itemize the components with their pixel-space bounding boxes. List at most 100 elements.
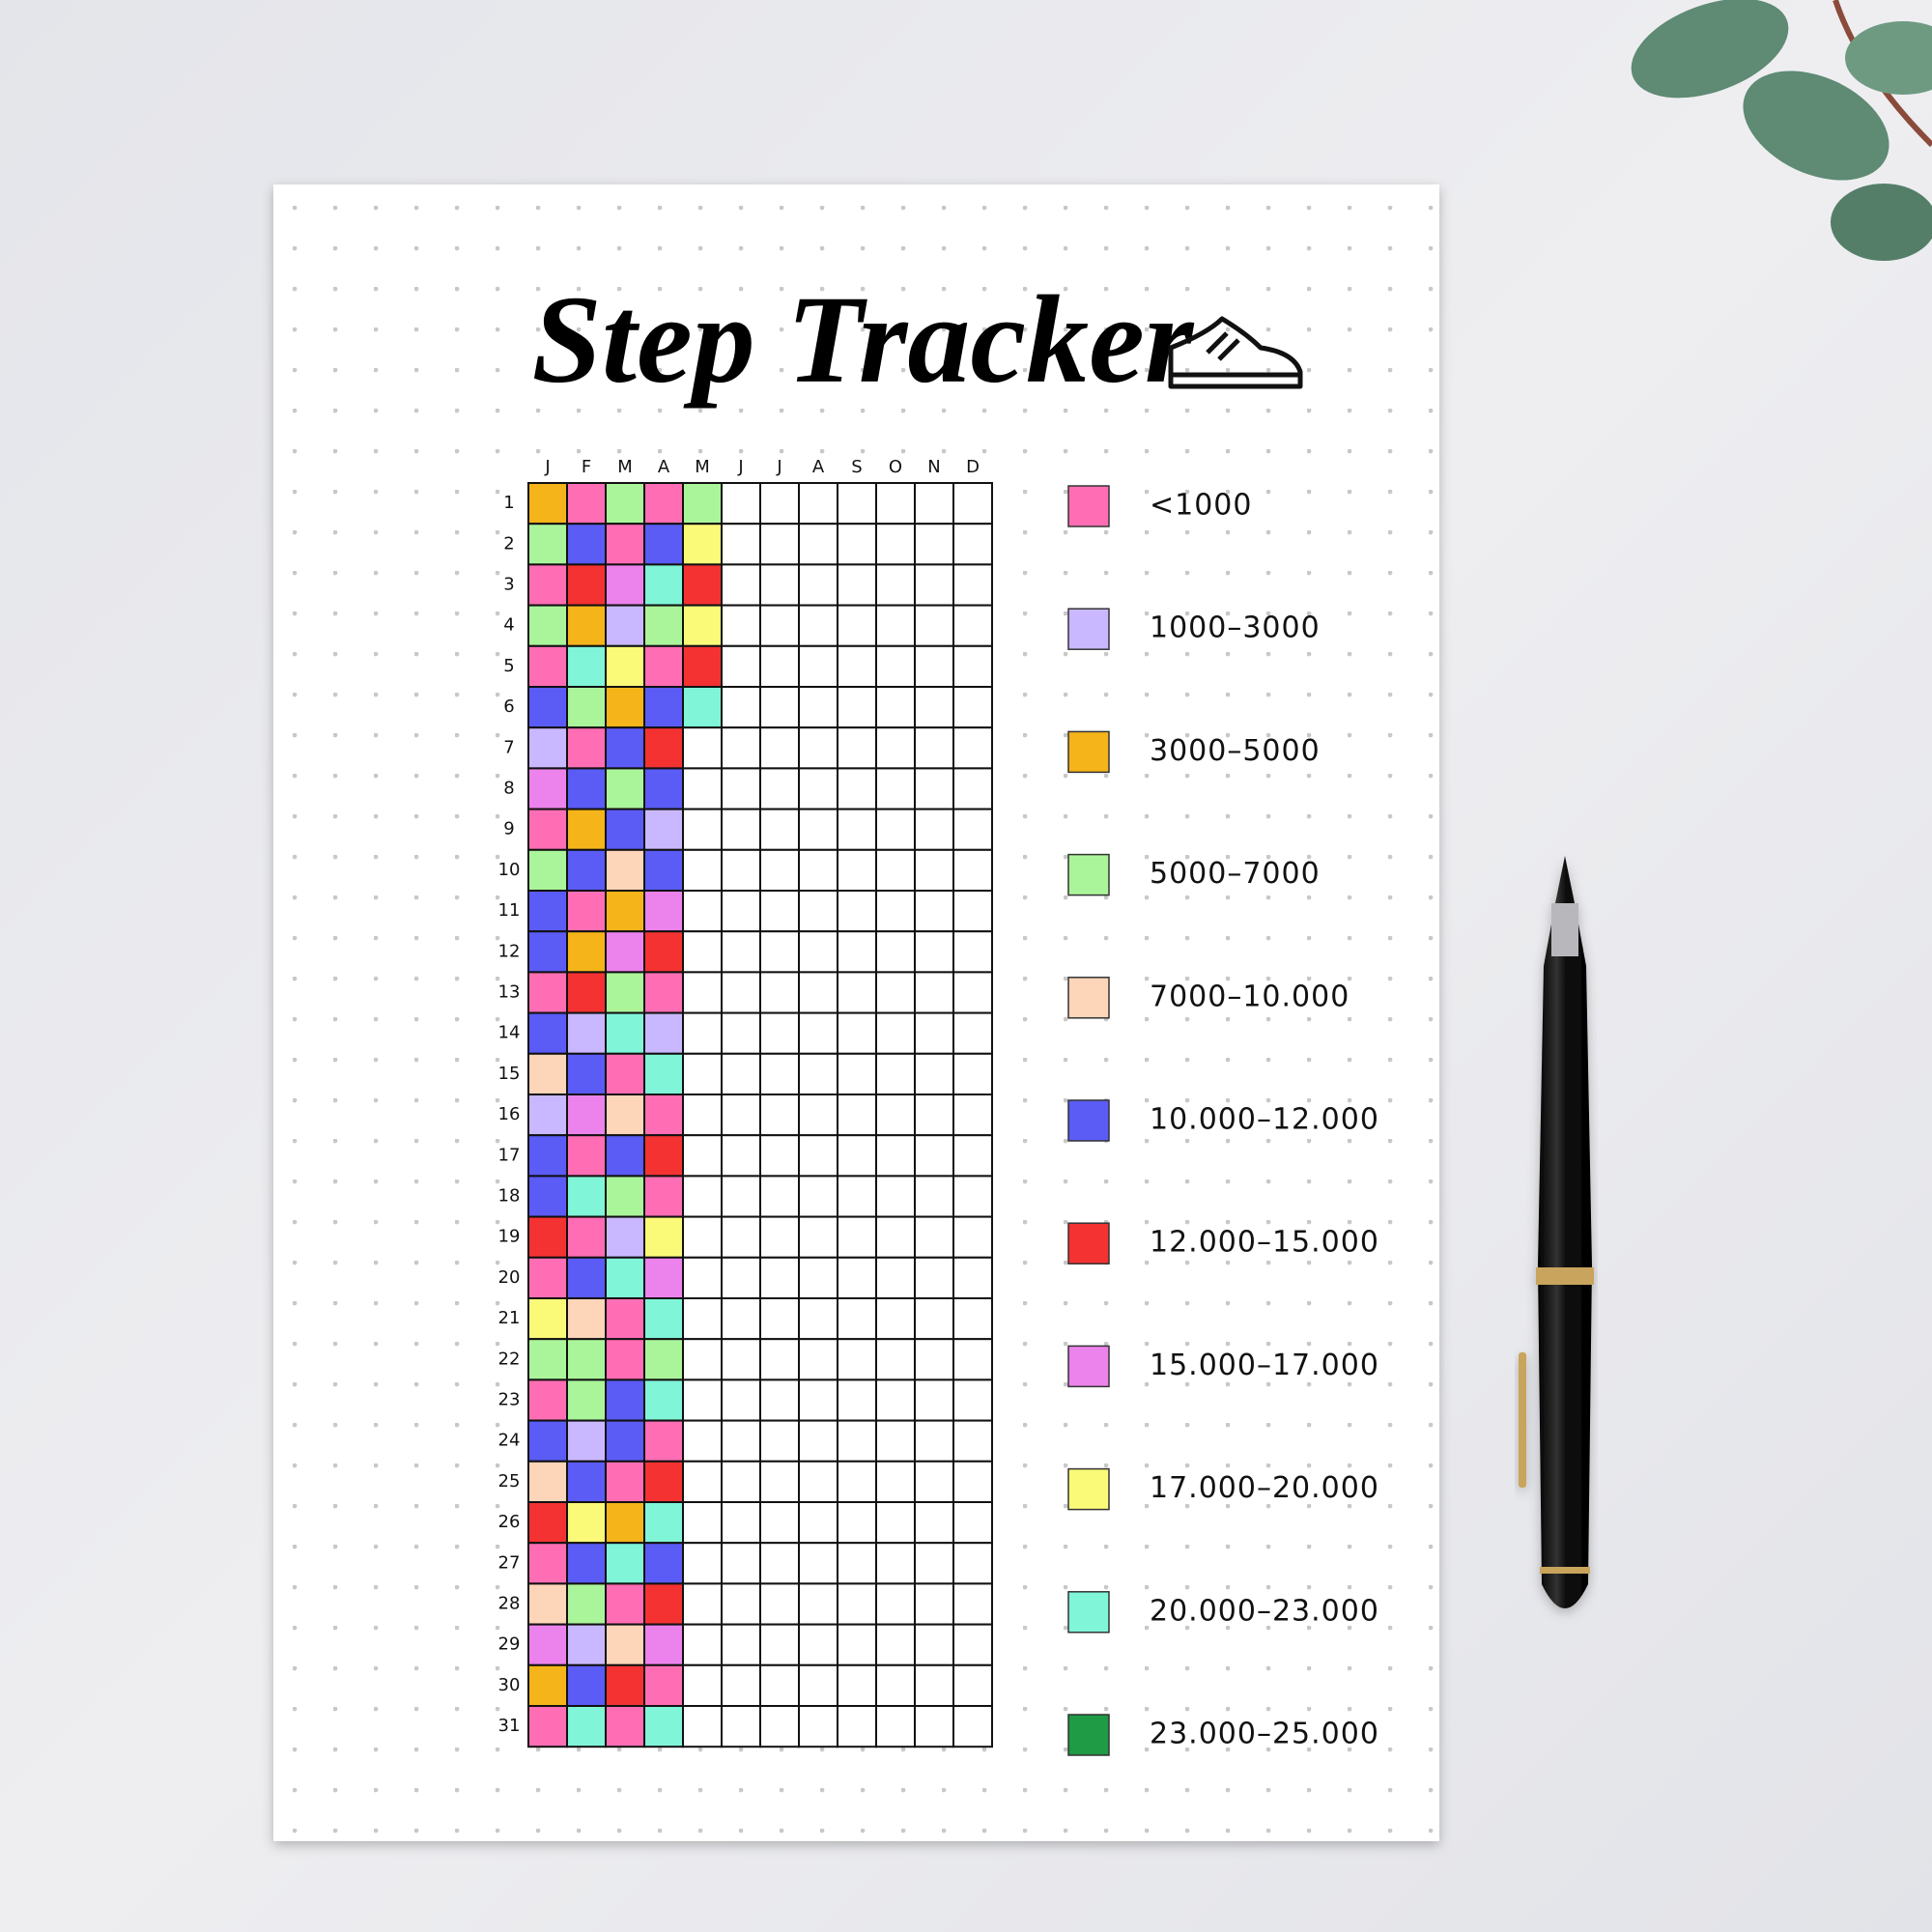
cell xyxy=(952,1011,993,1055)
cell xyxy=(759,971,800,1014)
cell xyxy=(837,1094,877,1137)
cell xyxy=(875,1215,916,1259)
cell xyxy=(566,563,607,607)
cell xyxy=(875,523,916,566)
cell xyxy=(566,1623,607,1666)
cell xyxy=(566,1582,607,1626)
cell xyxy=(643,1052,684,1096)
cell xyxy=(798,1582,838,1626)
cell xyxy=(566,1663,607,1708)
cell xyxy=(952,1501,993,1545)
cell xyxy=(682,1215,723,1259)
day-label: 3 xyxy=(503,575,514,595)
month-label: O xyxy=(889,457,902,477)
cell xyxy=(643,1663,684,1708)
cell xyxy=(643,1134,684,1178)
day-label: 6 xyxy=(503,696,514,717)
cell xyxy=(837,1052,877,1096)
cell xyxy=(721,644,761,688)
day-label: 30 xyxy=(498,1675,521,1695)
month-label: A xyxy=(812,457,825,477)
cell xyxy=(527,523,568,566)
legend-swatch xyxy=(1067,1099,1110,1142)
cell xyxy=(527,1338,568,1381)
cell xyxy=(682,1582,723,1626)
cell xyxy=(527,971,568,1014)
legend-swatch xyxy=(1067,1222,1110,1264)
legend: <1000 1000–3000 3000–5000 5000–7000 7000–10.… xyxy=(1067,485,1379,1756)
cell xyxy=(566,1378,607,1422)
cell xyxy=(566,1501,607,1545)
cell xyxy=(721,767,761,810)
day-label: 9 xyxy=(503,819,514,839)
cell xyxy=(798,808,838,851)
cell xyxy=(605,563,645,607)
legend-swatch xyxy=(1067,485,1110,527)
cell xyxy=(527,1215,568,1259)
cell xyxy=(682,1378,723,1422)
day-label: 5 xyxy=(503,656,514,676)
legend-swatch xyxy=(1067,730,1110,774)
cell xyxy=(759,1419,800,1463)
cell xyxy=(682,1623,723,1666)
cell xyxy=(721,848,761,892)
cell xyxy=(952,644,993,688)
shoe-icon xyxy=(1168,316,1303,389)
cell xyxy=(875,1460,916,1504)
cell xyxy=(759,767,800,810)
cell xyxy=(566,644,607,688)
legend-label: 17.000–20.000 xyxy=(1150,1471,1379,1505)
cell xyxy=(798,1134,838,1178)
cell xyxy=(643,604,684,647)
cell xyxy=(759,1378,800,1422)
cell xyxy=(952,1419,993,1463)
cell xyxy=(721,1297,761,1341)
cell xyxy=(527,644,568,688)
cell xyxy=(952,1582,993,1626)
cell xyxy=(643,971,684,1014)
cell xyxy=(605,523,645,566)
cell xyxy=(527,563,568,607)
cell xyxy=(798,1175,838,1218)
legend-swatch xyxy=(1067,853,1110,896)
cell xyxy=(566,1542,607,1585)
cell xyxy=(759,1623,800,1666)
cell xyxy=(798,1501,838,1545)
cell xyxy=(605,1663,645,1708)
cell xyxy=(952,1094,993,1137)
cell xyxy=(605,930,645,974)
cell xyxy=(875,1338,916,1381)
cell xyxy=(527,930,568,974)
cell xyxy=(566,1297,607,1341)
cell xyxy=(837,1011,877,1055)
month-label: D xyxy=(966,457,980,477)
day-label: 10 xyxy=(498,860,521,880)
day-label: 26 xyxy=(498,1512,521,1532)
cell xyxy=(643,523,684,566)
month-label: J xyxy=(544,457,550,477)
day-label: 16 xyxy=(498,1104,521,1124)
cell xyxy=(759,930,800,974)
cell xyxy=(566,808,607,851)
legend-label: 5000–7000 xyxy=(1150,857,1321,891)
cell xyxy=(952,971,993,1014)
cell xyxy=(605,808,645,851)
cell xyxy=(566,1256,607,1300)
cell xyxy=(721,563,761,607)
cell xyxy=(798,848,838,892)
cell xyxy=(914,1011,954,1055)
cell xyxy=(875,1094,916,1137)
cell xyxy=(837,1663,877,1708)
cell xyxy=(798,523,838,566)
cell xyxy=(837,644,877,688)
cell xyxy=(566,523,607,566)
cell xyxy=(682,644,723,688)
cell xyxy=(566,1175,607,1218)
cell xyxy=(759,1338,800,1381)
cell xyxy=(875,1052,916,1096)
cell xyxy=(914,1215,954,1259)
cell xyxy=(759,1460,800,1504)
cell xyxy=(605,726,645,770)
